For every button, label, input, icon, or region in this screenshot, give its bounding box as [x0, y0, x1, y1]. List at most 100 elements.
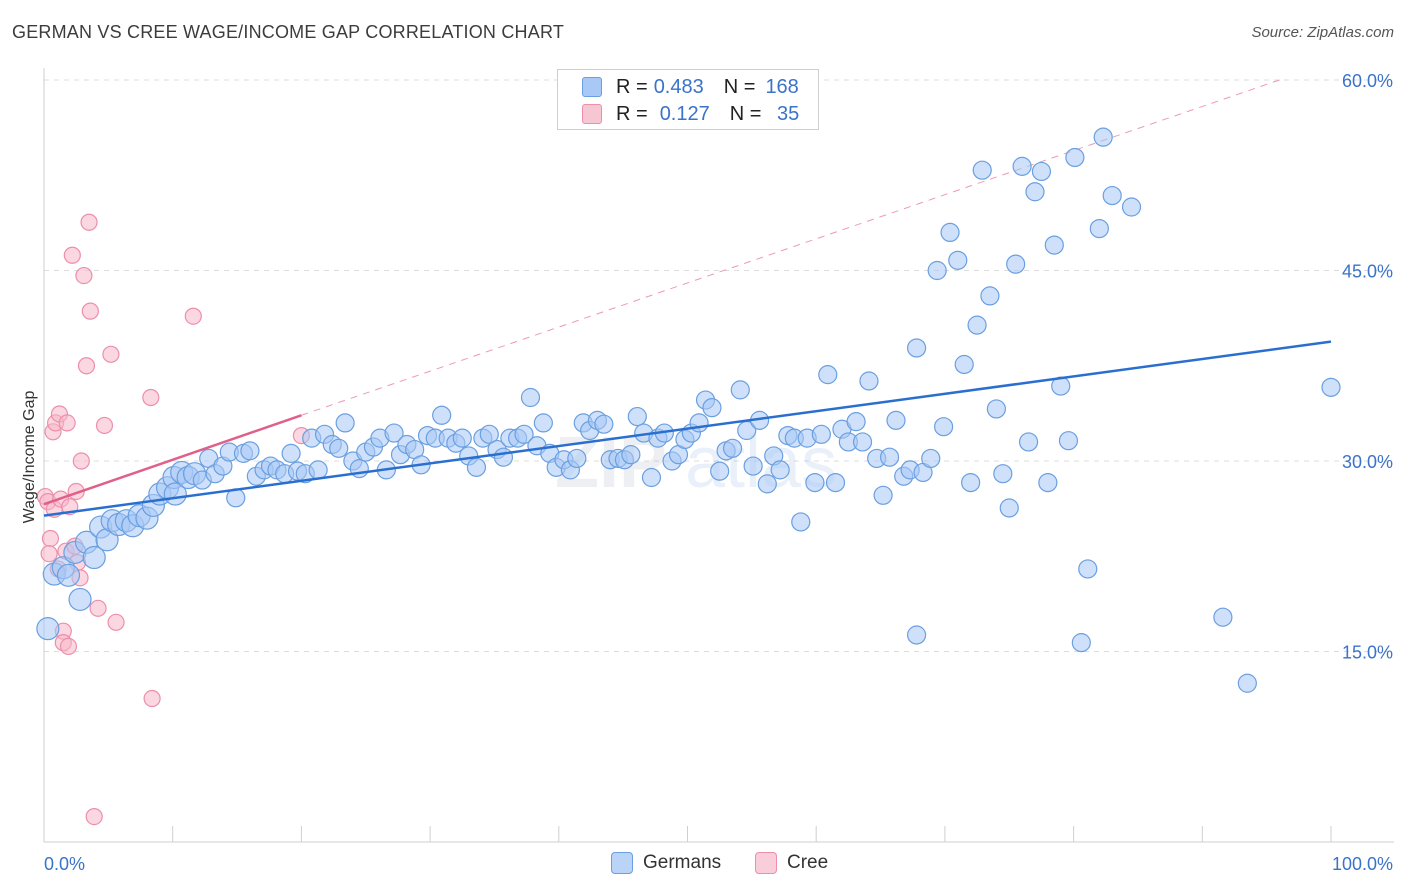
- germans-point: [689, 413, 709, 433]
- reference-line: [301, 79, 1280, 416]
- germans-point: [972, 160, 992, 180]
- legend-label: Cree: [787, 852, 829, 873]
- germans-point: [452, 428, 472, 448]
- y-tick-label: 60.0%: [1342, 71, 1393, 91]
- cree-point: [184, 307, 202, 325]
- germans-point: [479, 424, 499, 444]
- cree-point: [142, 388, 160, 407]
- germans-point: [906, 338, 927, 358]
- r-label: R =: [616, 102, 648, 125]
- germans-point: [621, 445, 641, 465]
- cree-point: [40, 545, 58, 563]
- r-value: 0.483: [653, 75, 704, 98]
- cree-swatch: [582, 104, 602, 124]
- germans-point: [948, 250, 968, 270]
- cree-point: [107, 613, 125, 631]
- r-value: 0.127: [659, 102, 710, 125]
- cree-points: [36, 213, 310, 826]
- germans-point: [329, 438, 349, 458]
- cree-trend-line: [43, 414, 302, 506]
- germans-point: [1321, 377, 1341, 397]
- germans-point: [934, 417, 954, 437]
- cree-point: [102, 345, 120, 363]
- germans-point: [56, 563, 81, 587]
- germans-point: [514, 424, 534, 444]
- germans-point: [818, 365, 838, 385]
- germans-point: [627, 406, 647, 427]
- germans-point: [82, 545, 106, 570]
- germans-point: [961, 472, 981, 493]
- germans-trend-line: [43, 340, 1332, 517]
- germans-point: [1102, 185, 1122, 206]
- germans-point: [36, 617, 60, 641]
- cree-point: [95, 416, 114, 435]
- germans-point: [1093, 127, 1113, 147]
- germans-point: [1031, 161, 1052, 182]
- reference-dashed-line: [301, 79, 1280, 416]
- germans-point: [811, 424, 831, 444]
- germans-point: [967, 315, 987, 335]
- germans-point: [68, 587, 92, 612]
- chart-title: GERMAN VS CREE WAGE/INCOME GAP CORRELATI…: [12, 22, 565, 42]
- germans-point: [986, 399, 1006, 419]
- germans-point: [493, 447, 514, 467]
- cree-point: [59, 637, 78, 656]
- grid-lines: [44, 79, 1394, 652]
- germans-point: [240, 441, 260, 461]
- correlation-legend: R = 0.483 N = 168 R = 0.127 N = 35: [557, 69, 819, 130]
- y-tick-label: 45.0%: [1342, 262, 1393, 282]
- germans-point: [281, 443, 301, 463]
- germans-point: [702, 398, 722, 418]
- germans-point: [927, 260, 947, 281]
- germans-point: [432, 405, 452, 425]
- germans-point: [1006, 254, 1026, 274]
- germans-point: [1071, 633, 1091, 653]
- germans-point: [730, 380, 750, 400]
- germans-point: [993, 464, 1013, 484]
- germans-point: [906, 625, 927, 645]
- germans-point: [805, 472, 825, 493]
- germans-point: [921, 448, 941, 469]
- y-tick-label: 15.0%: [1342, 643, 1393, 663]
- germans-point: [1065, 147, 1085, 168]
- germans-point: [980, 286, 1000, 306]
- legend-item-germans: Germans: [611, 852, 721, 874]
- legend-row-germans: R = 0.483 N = 168: [582, 75, 799, 99]
- germans-point: [852, 432, 873, 452]
- x-tick-label: 100.0%: [1332, 854, 1393, 874]
- cree-point: [75, 266, 93, 285]
- germans-point: [770, 460, 790, 480]
- germans-point: [873, 485, 893, 505]
- germans-point: [384, 423, 404, 443]
- germans-point: [940, 222, 960, 242]
- germans-point: [879, 447, 900, 467]
- germans-point: [594, 414, 614, 434]
- source-label: Source: ZipAtlas.com: [1251, 24, 1394, 41]
- germans-point: [743, 456, 763, 476]
- germans-point: [846, 412, 866, 432]
- cree-swatch: [755, 852, 777, 874]
- germans-point: [954, 354, 974, 375]
- cree-point: [80, 213, 98, 231]
- germans-point: [308, 460, 328, 480]
- y-axis-label: Wage/Income Gap: [21, 391, 38, 524]
- legend-label: Germans: [643, 852, 722, 873]
- germans-point: [1237, 673, 1257, 693]
- cree-point: [58, 414, 76, 432]
- n-value: 35: [771, 102, 800, 125]
- tick-labels: 15.0% 30.0% 45.0% 60.0% 0.0% 100.0%: [44, 71, 1393, 874]
- germans-point: [825, 472, 846, 493]
- germans-point: [533, 413, 553, 433]
- germans-point: [1089, 218, 1109, 239]
- r-label: R =: [616, 75, 648, 98]
- germans-point: [791, 512, 811, 532]
- germans-point: [466, 457, 487, 477]
- germans-point: [335, 413, 355, 433]
- germans-point: [1058, 431, 1079, 451]
- cree-point: [81, 302, 99, 320]
- cree-point: [143, 689, 161, 708]
- legend-item-cree: Cree: [755, 852, 828, 874]
- germans-point: [1018, 432, 1039, 452]
- germans-point: [567, 448, 587, 469]
